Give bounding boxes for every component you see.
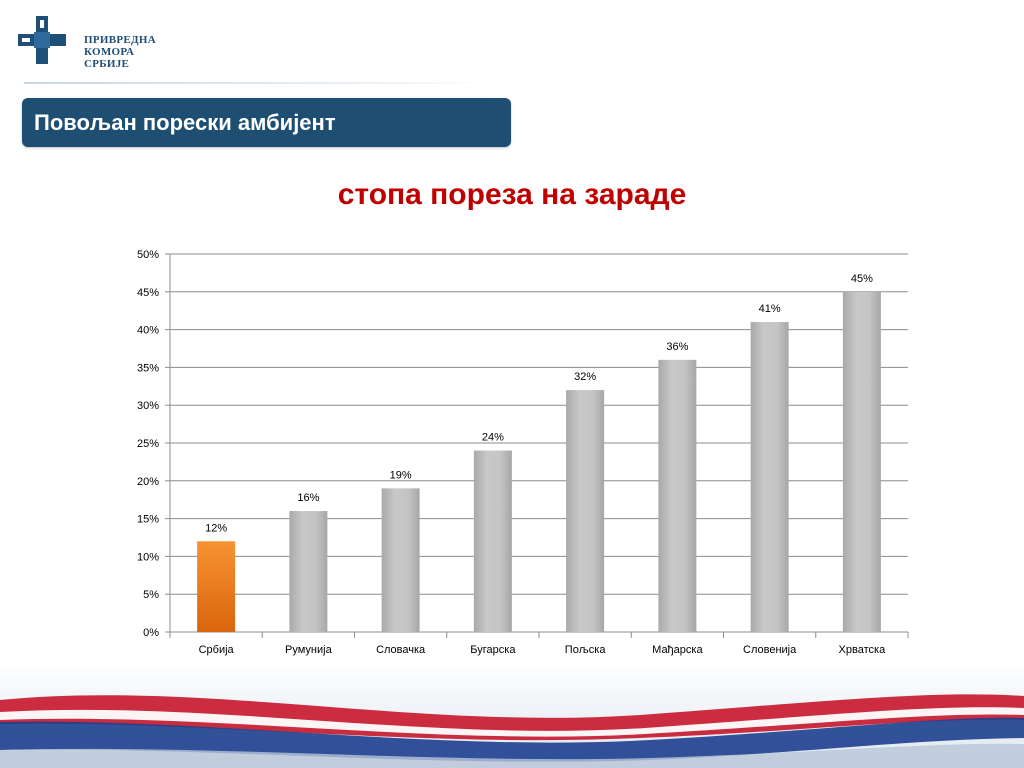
data-label: 16% bbox=[297, 492, 319, 504]
x-category-label: Бугарска bbox=[470, 644, 516, 656]
x-category-label: Румунија bbox=[285, 644, 333, 656]
x-category-label: Србија bbox=[199, 644, 235, 656]
bar bbox=[658, 359, 697, 632]
data-label: 32% bbox=[574, 371, 596, 383]
data-label: 24% bbox=[482, 432, 504, 444]
logo-line-1: ПРИВРЕДНА bbox=[84, 34, 156, 46]
chart-title: стопа пореза на зараде bbox=[337, 178, 687, 211]
logo-line-3: СРБИЈЕ bbox=[84, 58, 130, 70]
y-tick-label: 15% bbox=[137, 514, 159, 526]
logo-line-2: КОМОРА bbox=[84, 46, 135, 58]
bar bbox=[566, 390, 605, 632]
x-category-label: Хрватска bbox=[839, 644, 887, 656]
data-label: 36% bbox=[666, 341, 688, 353]
bar bbox=[473, 450, 512, 632]
y-tick-label: 5% bbox=[143, 589, 159, 601]
x-category-label: Словенија bbox=[743, 644, 797, 656]
x-category-label: Мађарска bbox=[652, 644, 703, 656]
logo-text: ПРИВРЕДНА КОМОРА СРБИЈЕ bbox=[84, 34, 156, 70]
footer-flag-wave bbox=[0, 660, 1024, 768]
y-tick-label: 30% bbox=[137, 400, 159, 412]
bar bbox=[197, 541, 236, 632]
y-tick-label: 45% bbox=[137, 287, 159, 299]
y-tick-label: 35% bbox=[137, 362, 159, 374]
chamber-of-commerce-cross-icon bbox=[18, 16, 66, 64]
section-banner: Повољан порески амбијент bbox=[22, 98, 511, 147]
header-divider bbox=[24, 82, 494, 84]
bar bbox=[289, 511, 328, 632]
section-title: Повољан порески амбијент bbox=[34, 110, 336, 135]
y-tick-label: 20% bbox=[137, 476, 159, 488]
y-tick-label: 0% bbox=[143, 627, 159, 639]
data-label: 41% bbox=[759, 303, 781, 315]
logo: ПРИВРЕДНА КОМОРА СРБИЈЕ bbox=[16, 14, 156, 70]
bar bbox=[381, 488, 420, 632]
data-label: 45% bbox=[851, 273, 873, 285]
y-tick-label: 50% bbox=[137, 249, 159, 261]
y-tick-label: 40% bbox=[137, 325, 159, 337]
x-category-label: Пољска bbox=[565, 644, 607, 656]
bar bbox=[842, 291, 881, 632]
bar bbox=[750, 322, 789, 632]
data-label: 19% bbox=[390, 469, 412, 481]
y-tick-label: 10% bbox=[137, 551, 159, 563]
y-tick-label: 25% bbox=[137, 438, 159, 450]
x-category-label: Словачка bbox=[376, 644, 426, 656]
data-label: 12% bbox=[205, 522, 227, 534]
